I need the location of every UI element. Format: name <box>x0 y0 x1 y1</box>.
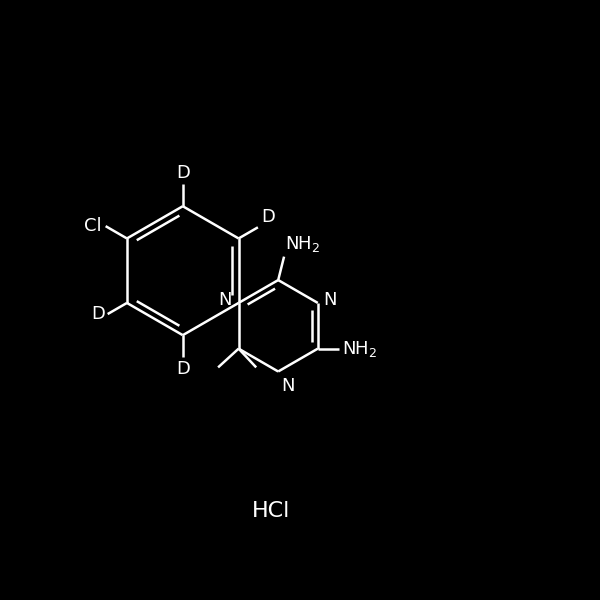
Text: D: D <box>261 208 275 226</box>
Text: N: N <box>323 291 337 309</box>
Text: D: D <box>91 305 105 323</box>
Text: NH$_2$: NH$_2$ <box>343 338 378 359</box>
Text: D: D <box>176 360 190 378</box>
Text: N: N <box>281 377 295 395</box>
Text: N: N <box>218 291 232 309</box>
Text: Cl: Cl <box>85 217 102 235</box>
Text: D: D <box>176 164 190 182</box>
Text: NH$_2$: NH$_2$ <box>285 233 320 254</box>
Text: HCl: HCl <box>251 501 290 521</box>
